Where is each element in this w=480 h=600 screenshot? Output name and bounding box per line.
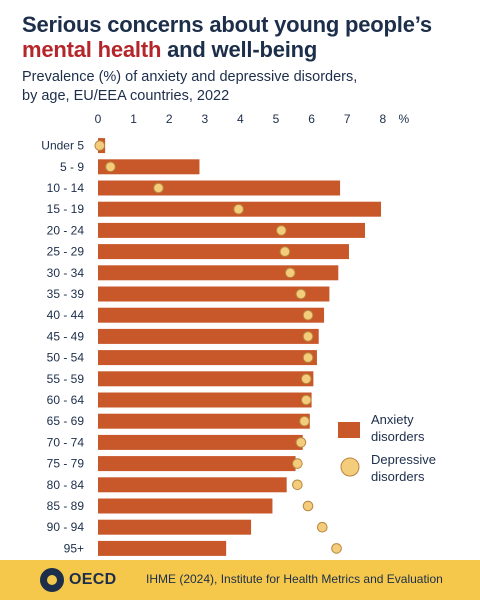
anxiety-bar bbox=[98, 222, 365, 238]
x-tick-label: 0 bbox=[95, 112, 102, 126]
depressive-point bbox=[302, 352, 314, 363]
legend-depressive-label: disorders bbox=[371, 469, 425, 484]
legend-anxiety-label: disorders bbox=[371, 429, 425, 444]
y-category-label: 75 - 79 bbox=[47, 457, 85, 471]
anxiety-bar bbox=[98, 286, 330, 302]
depressive-point bbox=[279, 246, 291, 257]
y-category-label: 40 - 44 bbox=[47, 308, 85, 322]
anxiety-bar bbox=[98, 371, 314, 387]
depressive-point bbox=[299, 415, 310, 427]
anxiety-bar bbox=[98, 307, 325, 323]
x-tick-label: 7 bbox=[344, 112, 351, 126]
bar-chart: 0 1 2 3 4 5 6 7 8 % Under 5 5 - 9 10 - 14 15 - 19 20 -… bbox=[41, 112, 436, 556]
depressive-point bbox=[302, 500, 314, 512]
title-highlight: mental health bbox=[22, 37, 162, 62]
x-tick-label: 6 bbox=[308, 112, 315, 126]
depressive-point bbox=[153, 182, 164, 194]
anxiety-bar bbox=[98, 350, 317, 366]
anxiety-bar bbox=[98, 519, 252, 535]
y-category-label: 5 - 9 bbox=[60, 160, 84, 174]
chart-title: Serious concerns about young people’s me… bbox=[22, 12, 472, 62]
y-category-label: 50 - 54 bbox=[47, 351, 85, 365]
y-category-label: 80 - 84 bbox=[47, 478, 85, 492]
title-rest: and well-being bbox=[161, 37, 318, 62]
y-category-label: 10 - 14 bbox=[47, 181, 85, 195]
title-line-1: Serious concerns about young people’s bbox=[22, 12, 432, 37]
depressive-point bbox=[302, 331, 314, 342]
y-category-label: 70 - 74 bbox=[47, 435, 85, 449]
y-category-label: 35 - 39 bbox=[47, 287, 85, 301]
depressive-point bbox=[233, 203, 244, 215]
depressive-point bbox=[292, 458, 303, 469]
x-unit-label: % bbox=[398, 112, 409, 126]
anxiety-bar bbox=[98, 265, 339, 281]
y-category-label: 65 - 69 bbox=[47, 414, 85, 428]
x-tick-label: 2 bbox=[166, 112, 173, 126]
x-tick-label: 5 bbox=[273, 112, 280, 126]
y-category-label: 60 - 64 bbox=[47, 393, 85, 407]
anxiety-bar bbox=[98, 477, 287, 493]
y-category-label: 85 - 89 bbox=[47, 499, 85, 513]
anxiety-bar bbox=[98, 244, 349, 260]
x-tick-label: 4 bbox=[237, 112, 244, 126]
y-category-label: 45 - 49 bbox=[47, 329, 85, 343]
depressive-point bbox=[295, 288, 307, 300]
chart-subtitle: Prevalence (%) of anxiety and depressive… bbox=[22, 68, 462, 106]
y-category-label: 30 - 34 bbox=[47, 266, 85, 280]
anxiety-bar bbox=[98, 392, 312, 408]
y-category-label: 20 - 24 bbox=[47, 223, 85, 237]
y-category-label: 25 - 29 bbox=[47, 245, 85, 259]
anxiety-bar bbox=[98, 413, 310, 429]
anxiety-bar bbox=[98, 180, 341, 196]
x-tick-label: 8 bbox=[379, 112, 386, 126]
x-tick-label: 1 bbox=[130, 112, 137, 126]
anxiety-bar bbox=[98, 328, 319, 344]
depressive-point bbox=[94, 140, 106, 151]
depressive-point bbox=[105, 161, 116, 173]
y-category-label: 15 - 19 bbox=[47, 202, 85, 216]
source-note: IHME (2024), Institute for Health Metric… bbox=[146, 572, 443, 586]
depressive-point bbox=[284, 267, 296, 279]
depressive-point bbox=[300, 394, 312, 406]
legend-depressive-label: Depressive bbox=[371, 452, 436, 467]
oecd-logo: OECD bbox=[40, 568, 116, 592]
depressive-point bbox=[300, 373, 312, 385]
depressive-point bbox=[316, 521, 328, 533]
subtitle-line-2: by age, EU/EEA countries, 2022 bbox=[22, 88, 230, 104]
oecd-logo-icon bbox=[40, 568, 64, 592]
y-category-label: 55 - 59 bbox=[47, 372, 85, 386]
anxiety-bar bbox=[98, 456, 296, 472]
subtitle-line-1: Prevalence (%) of anxiety and depressive… bbox=[22, 69, 358, 85]
depressive-point bbox=[276, 225, 287, 236]
anxiety-bar bbox=[98, 434, 303, 450]
legend-anxiety-swatch bbox=[338, 422, 360, 438]
anxiety-bar bbox=[98, 540, 227, 556]
legend-anxiety-label: Anxiety bbox=[371, 412, 414, 427]
y-category-label: 95+ bbox=[64, 541, 84, 555]
x-tick-label: 3 bbox=[201, 112, 208, 126]
anxiety-bar bbox=[98, 159, 200, 175]
footer: OECD IHME (2024), Institute for Health M… bbox=[0, 560, 480, 600]
depressive-point bbox=[295, 437, 307, 448]
depressive-point bbox=[302, 309, 314, 321]
y-category-label: Under 5 bbox=[41, 139, 84, 153]
y-category-label: 90 - 94 bbox=[47, 520, 85, 534]
depressive-point bbox=[292, 479, 303, 491]
anxiety-bar bbox=[98, 498, 273, 514]
oecd-logo-text: OECD bbox=[69, 571, 117, 588]
depressive-point bbox=[331, 543, 342, 554]
legend-depressive-marker bbox=[340, 457, 360, 477]
